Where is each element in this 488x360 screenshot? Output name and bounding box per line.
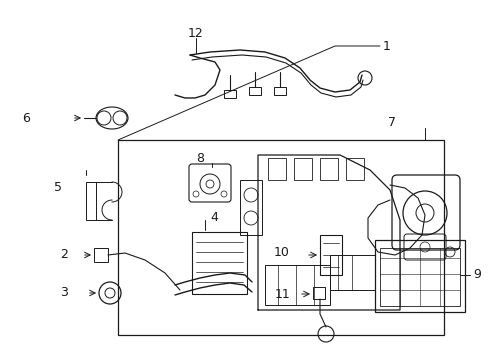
Text: 2: 2	[60, 248, 68, 261]
Text: 7: 7	[387, 116, 395, 129]
Bar	[319, 235, 341, 275]
Bar	[86, 182, 96, 220]
Text: 9: 9	[472, 269, 480, 282]
Bar	[379, 248, 459, 306]
Bar	[329, 255, 374, 290]
Bar	[312, 287, 325, 299]
Bar	[267, 158, 285, 180]
Bar	[192, 232, 246, 294]
Text: 1: 1	[382, 40, 390, 53]
Text: 8: 8	[196, 152, 203, 165]
Text: 11: 11	[274, 288, 289, 302]
Bar	[264, 265, 329, 305]
Bar	[293, 158, 311, 180]
Bar	[118, 140, 443, 335]
Bar	[346, 158, 363, 180]
Bar	[240, 180, 262, 235]
Text: 6: 6	[22, 112, 30, 125]
Bar	[248, 87, 261, 95]
Text: 10: 10	[274, 246, 289, 258]
Text: 3: 3	[60, 287, 68, 300]
Bar	[224, 90, 236, 98]
Text: 4: 4	[209, 211, 218, 224]
Bar	[94, 248, 108, 262]
Bar	[319, 158, 337, 180]
Bar	[273, 87, 285, 95]
Text: 12: 12	[188, 27, 203, 40]
Text: 5: 5	[54, 180, 62, 194]
Bar	[374, 240, 464, 312]
